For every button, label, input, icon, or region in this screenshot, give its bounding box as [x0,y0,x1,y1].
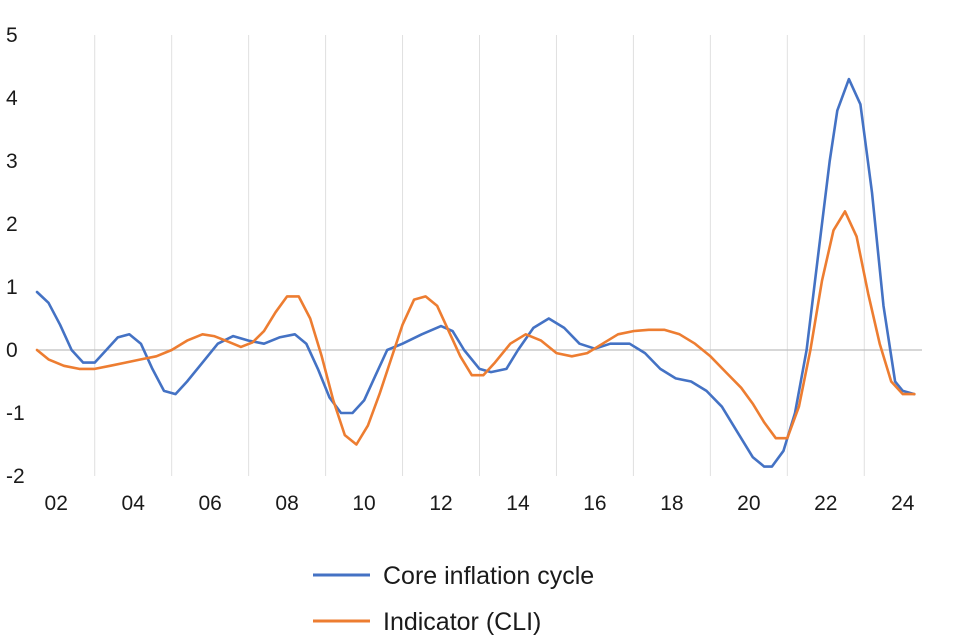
x-tick-label: 20 [737,492,760,515]
legend-item-1: Indicator (CLI) [313,608,541,636]
x-tick-labels: 02 04 06 08 10 12 14 16 18 20 22 24 [45,492,915,515]
gridlines [94,35,865,476]
y-tick-label: 3 [6,150,18,173]
series-line-1 [35,210,916,446]
y-tick-label: 4 [6,87,18,110]
legend-label: Core inflation cycle [383,562,594,590]
x-tick-label: 08 [275,492,298,515]
x-tick-label: 22 [814,492,837,515]
y-tick-label: 5 [6,24,18,47]
series-line-0 [35,77,916,468]
x-tick-label: 04 [122,492,146,515]
y-tick-label: 0 [6,339,18,362]
x-tick-label: 14 [506,492,530,515]
y-tick-label: 1 [6,276,18,299]
legend: Core inflation cycle Indicator (CLI) [313,562,594,636]
x-tick-label: 10 [352,492,375,515]
series-lines [35,77,916,468]
x-tick-label: 24 [891,492,915,515]
y-tick-labels: 5 4 3 2 1 0 -1 -2 [6,24,25,488]
x-tick-label: 02 [45,492,68,515]
x-tick-label: 18 [660,492,683,515]
y-tick-label: -1 [6,402,25,425]
legend-item-0: Core inflation cycle [313,562,594,590]
x-tick-label: 16 [583,492,606,515]
y-tick-label: 2 [6,213,18,236]
y-tick-label: -2 [6,465,25,488]
legend-label: Indicator (CLI) [383,608,541,636]
x-tick-label: 12 [429,492,452,515]
x-tick-label: 06 [198,492,221,515]
